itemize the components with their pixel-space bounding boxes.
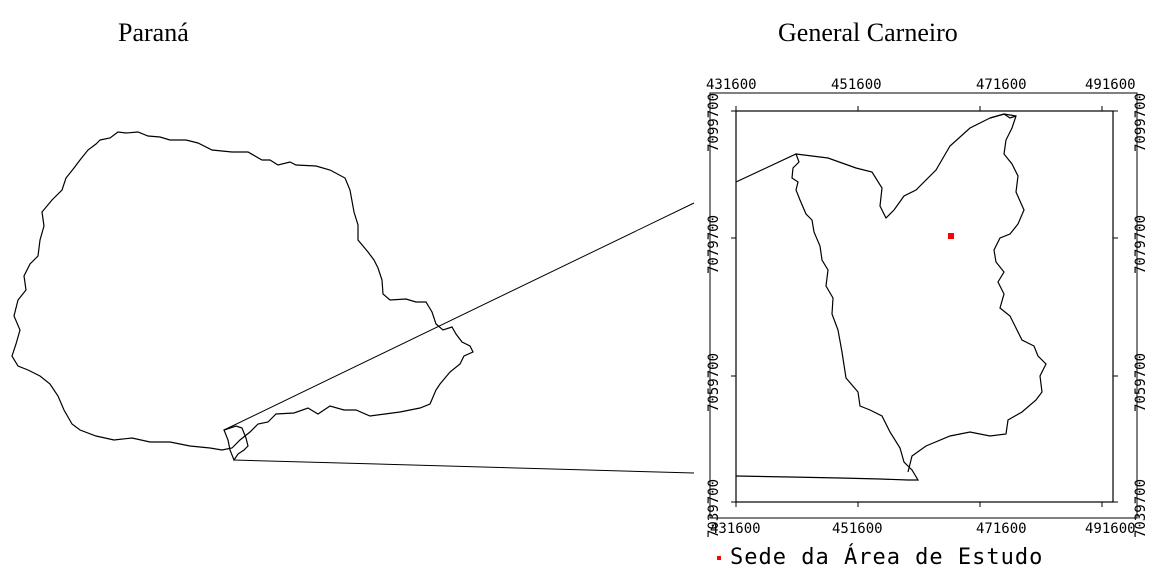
y-tick-left-1: 7099700	[706, 93, 722, 152]
left-map-title: Paraná	[118, 18, 189, 47]
general-carneiro-outline	[735, 153, 920, 481]
tick-marks	[731, 106, 1118, 507]
connector-line-top	[223, 202, 695, 431]
y-tick-left-4: 7039700	[706, 479, 722, 538]
x-tick-bottom-1: 431600	[710, 521, 761, 537]
study-area-seat-marker	[948, 233, 954, 239]
legend-marker-icon	[717, 556, 721, 560]
y-tick-right-3: 7059700	[1133, 353, 1149, 412]
y-tick-left-3: 7059700	[706, 353, 722, 412]
x-tick-top-1: 431600	[706, 77, 757, 93]
general-carneiro-outline-east	[795, 113, 1047, 473]
connector-line-bottom	[233, 459, 695, 474]
x-tick-bottom-2: 451600	[832, 521, 883, 537]
x-tick-top-2: 451600	[831, 77, 882, 93]
map-frame-outer	[709, 92, 1138, 519]
y-tick-right-4: 7039700	[1133, 479, 1149, 538]
x-tick-top-3: 471600	[976, 77, 1027, 93]
x-tick-bottom-4: 491600	[1085, 521, 1136, 537]
right-map-title: General Carneiro	[778, 18, 958, 47]
map-frame-inner	[735, 110, 1114, 503]
general-carneiro-outline-ne-edge	[989, 113, 1017, 119]
legend-label: Sede da Área de Estudo	[730, 544, 1043, 570]
x-tick-top-4: 491600	[1085, 77, 1136, 93]
y-tick-right-1: 7099700	[1133, 93, 1149, 152]
y-tick-right-2: 7079700	[1133, 215, 1149, 274]
y-tick-left-2: 7079700	[706, 215, 722, 274]
parana-highlight-region	[223, 425, 249, 462]
parana-state-outline	[11, 131, 474, 451]
x-tick-bottom-3: 471600	[976, 521, 1027, 537]
